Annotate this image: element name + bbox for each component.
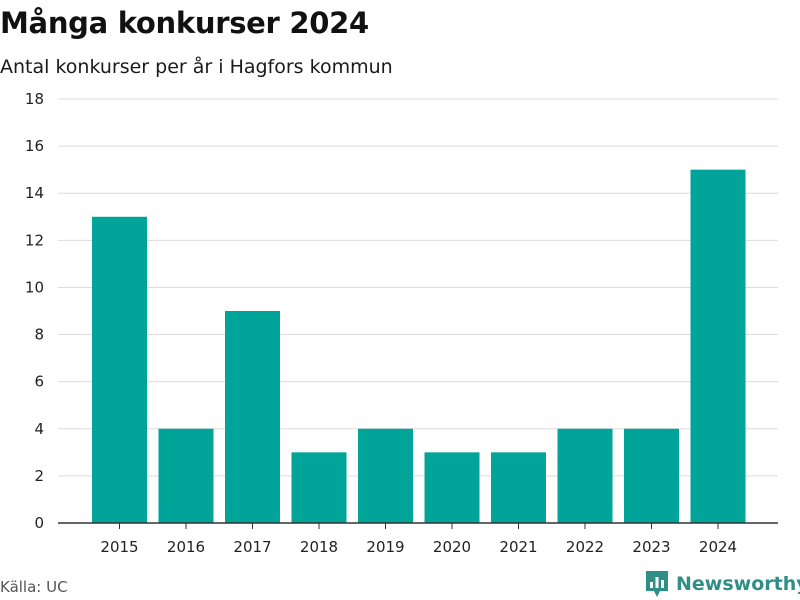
y-tick-label: 14 bbox=[25, 184, 44, 202]
x-tick-label: 2022 bbox=[566, 538, 604, 556]
x-tick-label: 2021 bbox=[499, 538, 537, 556]
y-tick-label: 8 bbox=[34, 326, 44, 344]
x-tick-label: 2017 bbox=[233, 538, 271, 556]
bar-2024 bbox=[690, 169, 746, 523]
x-tick-label: 2018 bbox=[300, 538, 338, 556]
source-note: Källa: UC bbox=[0, 578, 68, 596]
gridlines bbox=[58, 98, 778, 477]
bar-2015 bbox=[92, 216, 147, 523]
x-tick-label: 2019 bbox=[366, 538, 404, 556]
x-tick-label: 2020 bbox=[433, 538, 471, 556]
bar-2018 bbox=[291, 452, 347, 523]
y-tick-label: 18 bbox=[25, 90, 44, 108]
y-axis-labels: 0 2 4 6 8 10 12 14 16 18 bbox=[25, 90, 44, 532]
bar-2021 bbox=[491, 452, 546, 523]
bar-2016 bbox=[158, 428, 214, 523]
y-tick-label: 0 bbox=[34, 514, 44, 532]
bars bbox=[92, 169, 746, 523]
x-axis-labels: 2015 2016 2017 2018 2019 2020 2021 2022 2023 2024 bbox=[100, 523, 737, 556]
bar-2017 bbox=[225, 311, 280, 523]
x-tick-label: 2024 bbox=[699, 538, 737, 556]
x-tick-label: 2015 bbox=[100, 538, 138, 556]
y-tick-label: 4 bbox=[34, 420, 44, 438]
chart-subtitle: Antal konkurser per år i Hagfors kommun bbox=[0, 56, 393, 78]
y-tick-label: 16 bbox=[25, 137, 44, 155]
y-tick-label: 12 bbox=[25, 231, 44, 249]
bar-2023 bbox=[624, 428, 679, 523]
bar-2020 bbox=[424, 452, 480, 523]
y-tick-label: 2 bbox=[34, 467, 44, 485]
brand-name: Newsworthy bbox=[676, 573, 800, 595]
y-tick-label: 10 bbox=[25, 278, 44, 296]
x-tick-label: 2016 bbox=[167, 538, 205, 556]
x-tick-label: 2023 bbox=[632, 538, 670, 556]
bar-2022 bbox=[557, 428, 613, 523]
brand-logo: Newsworthy bbox=[644, 568, 800, 600]
y-tick-label: 6 bbox=[34, 373, 44, 391]
bar-2019 bbox=[358, 428, 413, 523]
chart-title: Många konkurser 2024 bbox=[0, 6, 369, 40]
newsworthy-logo-icon bbox=[646, 571, 668, 597]
